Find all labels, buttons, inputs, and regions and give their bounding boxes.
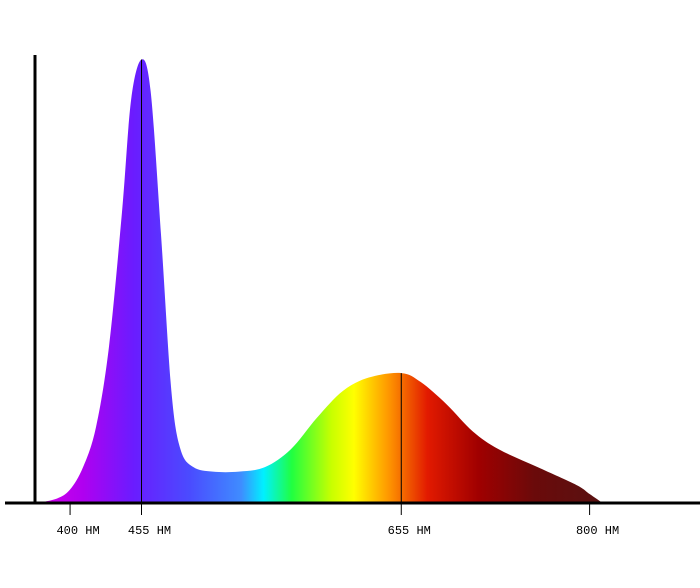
- x-tick-label: 800 HM: [576, 524, 619, 538]
- x-tick-label: 655 HM: [388, 524, 431, 538]
- x-tick-label: 455 HM: [128, 524, 171, 538]
- spectrum-area: [37, 59, 603, 504]
- x-tick-label: 400 HM: [56, 524, 99, 538]
- plot: [37, 59, 603, 504]
